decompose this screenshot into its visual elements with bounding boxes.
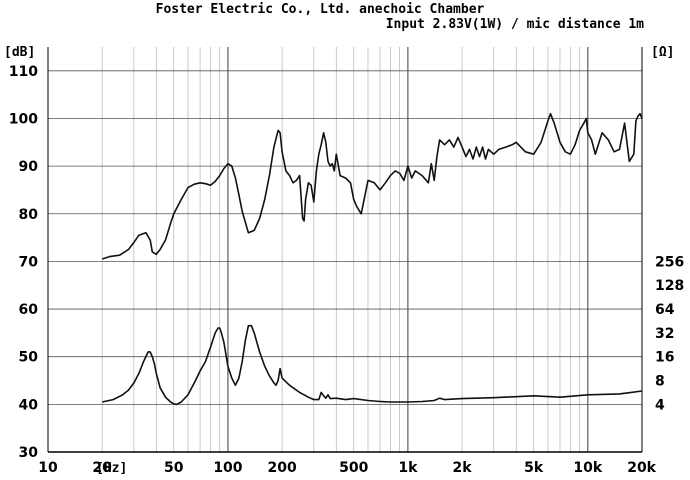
x-tick-label: 2k [453,460,473,476]
y2-tick-label: 128 [655,278,684,294]
y-tick-label: 30 [19,445,39,461]
y-tick-label: 70 [19,254,39,270]
x-tick-label: 20k [627,460,656,476]
y-tick-label: 50 [19,350,39,366]
y2-tick-label: 8 [655,374,665,390]
y-tick-label: 90 [19,159,39,175]
major-grid [47,47,643,453]
chart-title-line2: Input 2.83V(1W) / mic distance 1m [385,17,644,32]
x-tick-label: 10 [38,460,58,476]
y2-tick-label: 16 [655,350,674,366]
y-tick-label: 110 [9,64,38,80]
y2-tick-label: 32 [655,326,674,342]
y2-unit-label: [Ω] [651,45,674,60]
y-unit-label: [dB] [4,45,35,60]
x-tick-label: 100 [213,460,242,476]
x-tick-label: 5k [524,460,544,476]
impedance-curve [102,324,643,406]
y-tick-label: 100 [9,111,38,127]
curves [101,112,643,406]
y-tick-label: 40 [19,397,39,413]
y2-tick-label: 64 [655,302,675,318]
y2-tick-label: 256 [655,254,684,270]
x-tick-label: 10k [573,460,602,476]
axis-labels: 30 40 50 60 70 80 90 100 110 [dB] [Ω] 256 128 64 32 16 8… [4,45,684,476]
x-tick-label: 500 [339,460,368,476]
chart-title-line1: Foster Electric Co., Ltd. anechoic Chamb… [155,2,485,17]
x-unit-label: [Hz] [96,461,127,476]
x-tick-label: 50 [164,460,184,476]
x-tick-label: 20 [92,460,112,476]
x-tick-label: 1k [398,460,418,476]
y-tick-label: 60 [19,302,39,318]
x-tick-label: 200 [267,460,296,476]
y-tick-label: 80 [19,207,39,223]
y2-tick-label: 4 [655,397,665,413]
spl-curve [101,112,643,260]
minor-grid [101,47,643,452]
